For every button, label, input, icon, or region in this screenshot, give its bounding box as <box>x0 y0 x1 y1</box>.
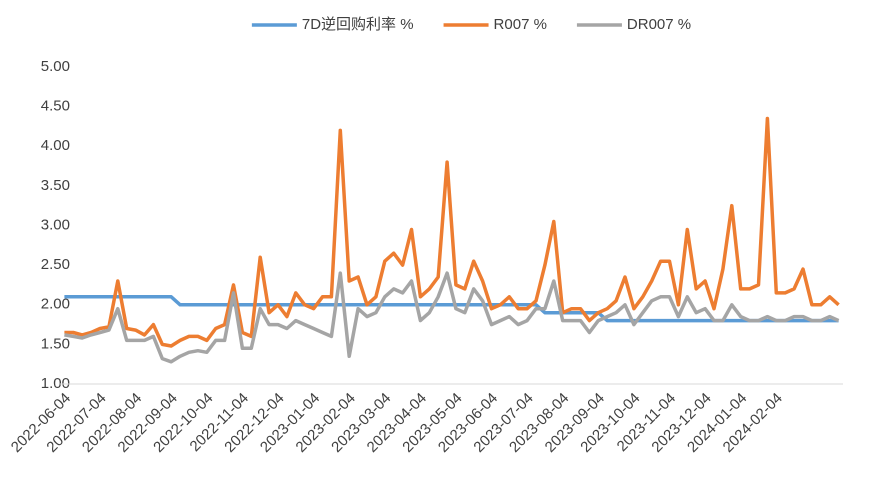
y-tick-label: 2.50 <box>41 256 70 273</box>
legend-label: 7D逆回购利率 % <box>302 16 414 33</box>
series-line <box>64 295 839 323</box>
y-tick-label: 3.00 <box>41 216 70 233</box>
y-tick-label: 5.00 <box>41 58 70 75</box>
y-tick-label: 1.00 <box>41 375 70 392</box>
series-line <box>64 271 840 364</box>
legend-label: DR007 % <box>627 16 691 33</box>
y-tick-label: 3.50 <box>41 177 70 194</box>
y-tick-label: 1.50 <box>41 335 70 352</box>
series-line <box>64 116 840 348</box>
legend-label: R007 % <box>494 16 547 33</box>
y-tick-label: 4.00 <box>41 137 70 154</box>
y-tick-label: 2.00 <box>41 296 70 313</box>
y-tick-label: 4.50 <box>41 98 70 115</box>
